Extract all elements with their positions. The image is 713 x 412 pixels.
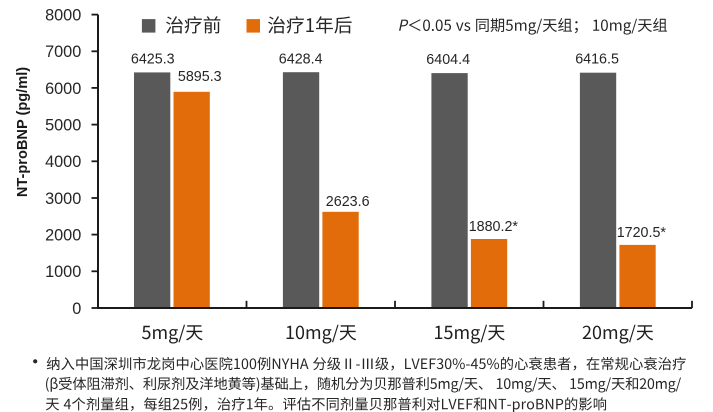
svg-text:8000: 8000 [45, 7, 81, 25]
svg-text:2623.6: 2623.6 [326, 194, 370, 210]
svg-text:0: 0 [72, 300, 81, 318]
svg-text:4000: 4000 [45, 153, 81, 171]
svg-text:6000: 6000 [45, 80, 81, 98]
svg-text:5000: 5000 [45, 117, 81, 135]
svg-text:1880.2*: 1880.2* [469, 219, 519, 235]
svg-text:3000: 3000 [45, 190, 81, 208]
svg-text:6416.5: 6416.5 [575, 52, 619, 68]
svg-text:6404.4: 6404.4 [426, 52, 470, 68]
svg-text:1000: 1000 [45, 263, 81, 281]
svg-text:6428.4: 6428.4 [279, 51, 323, 67]
svg-text:2000: 2000 [45, 227, 81, 245]
svg-text:5895.3: 5895.3 [178, 69, 222, 85]
svg-text:6425.3: 6425.3 [131, 51, 175, 67]
svg-text:7000: 7000 [45, 43, 81, 61]
svg-text:1720.5*: 1720.5* [617, 225, 667, 241]
svg-text:NT-proBNP (pg/ml): NT-proBNP (pg/ml) [15, 67, 31, 197]
